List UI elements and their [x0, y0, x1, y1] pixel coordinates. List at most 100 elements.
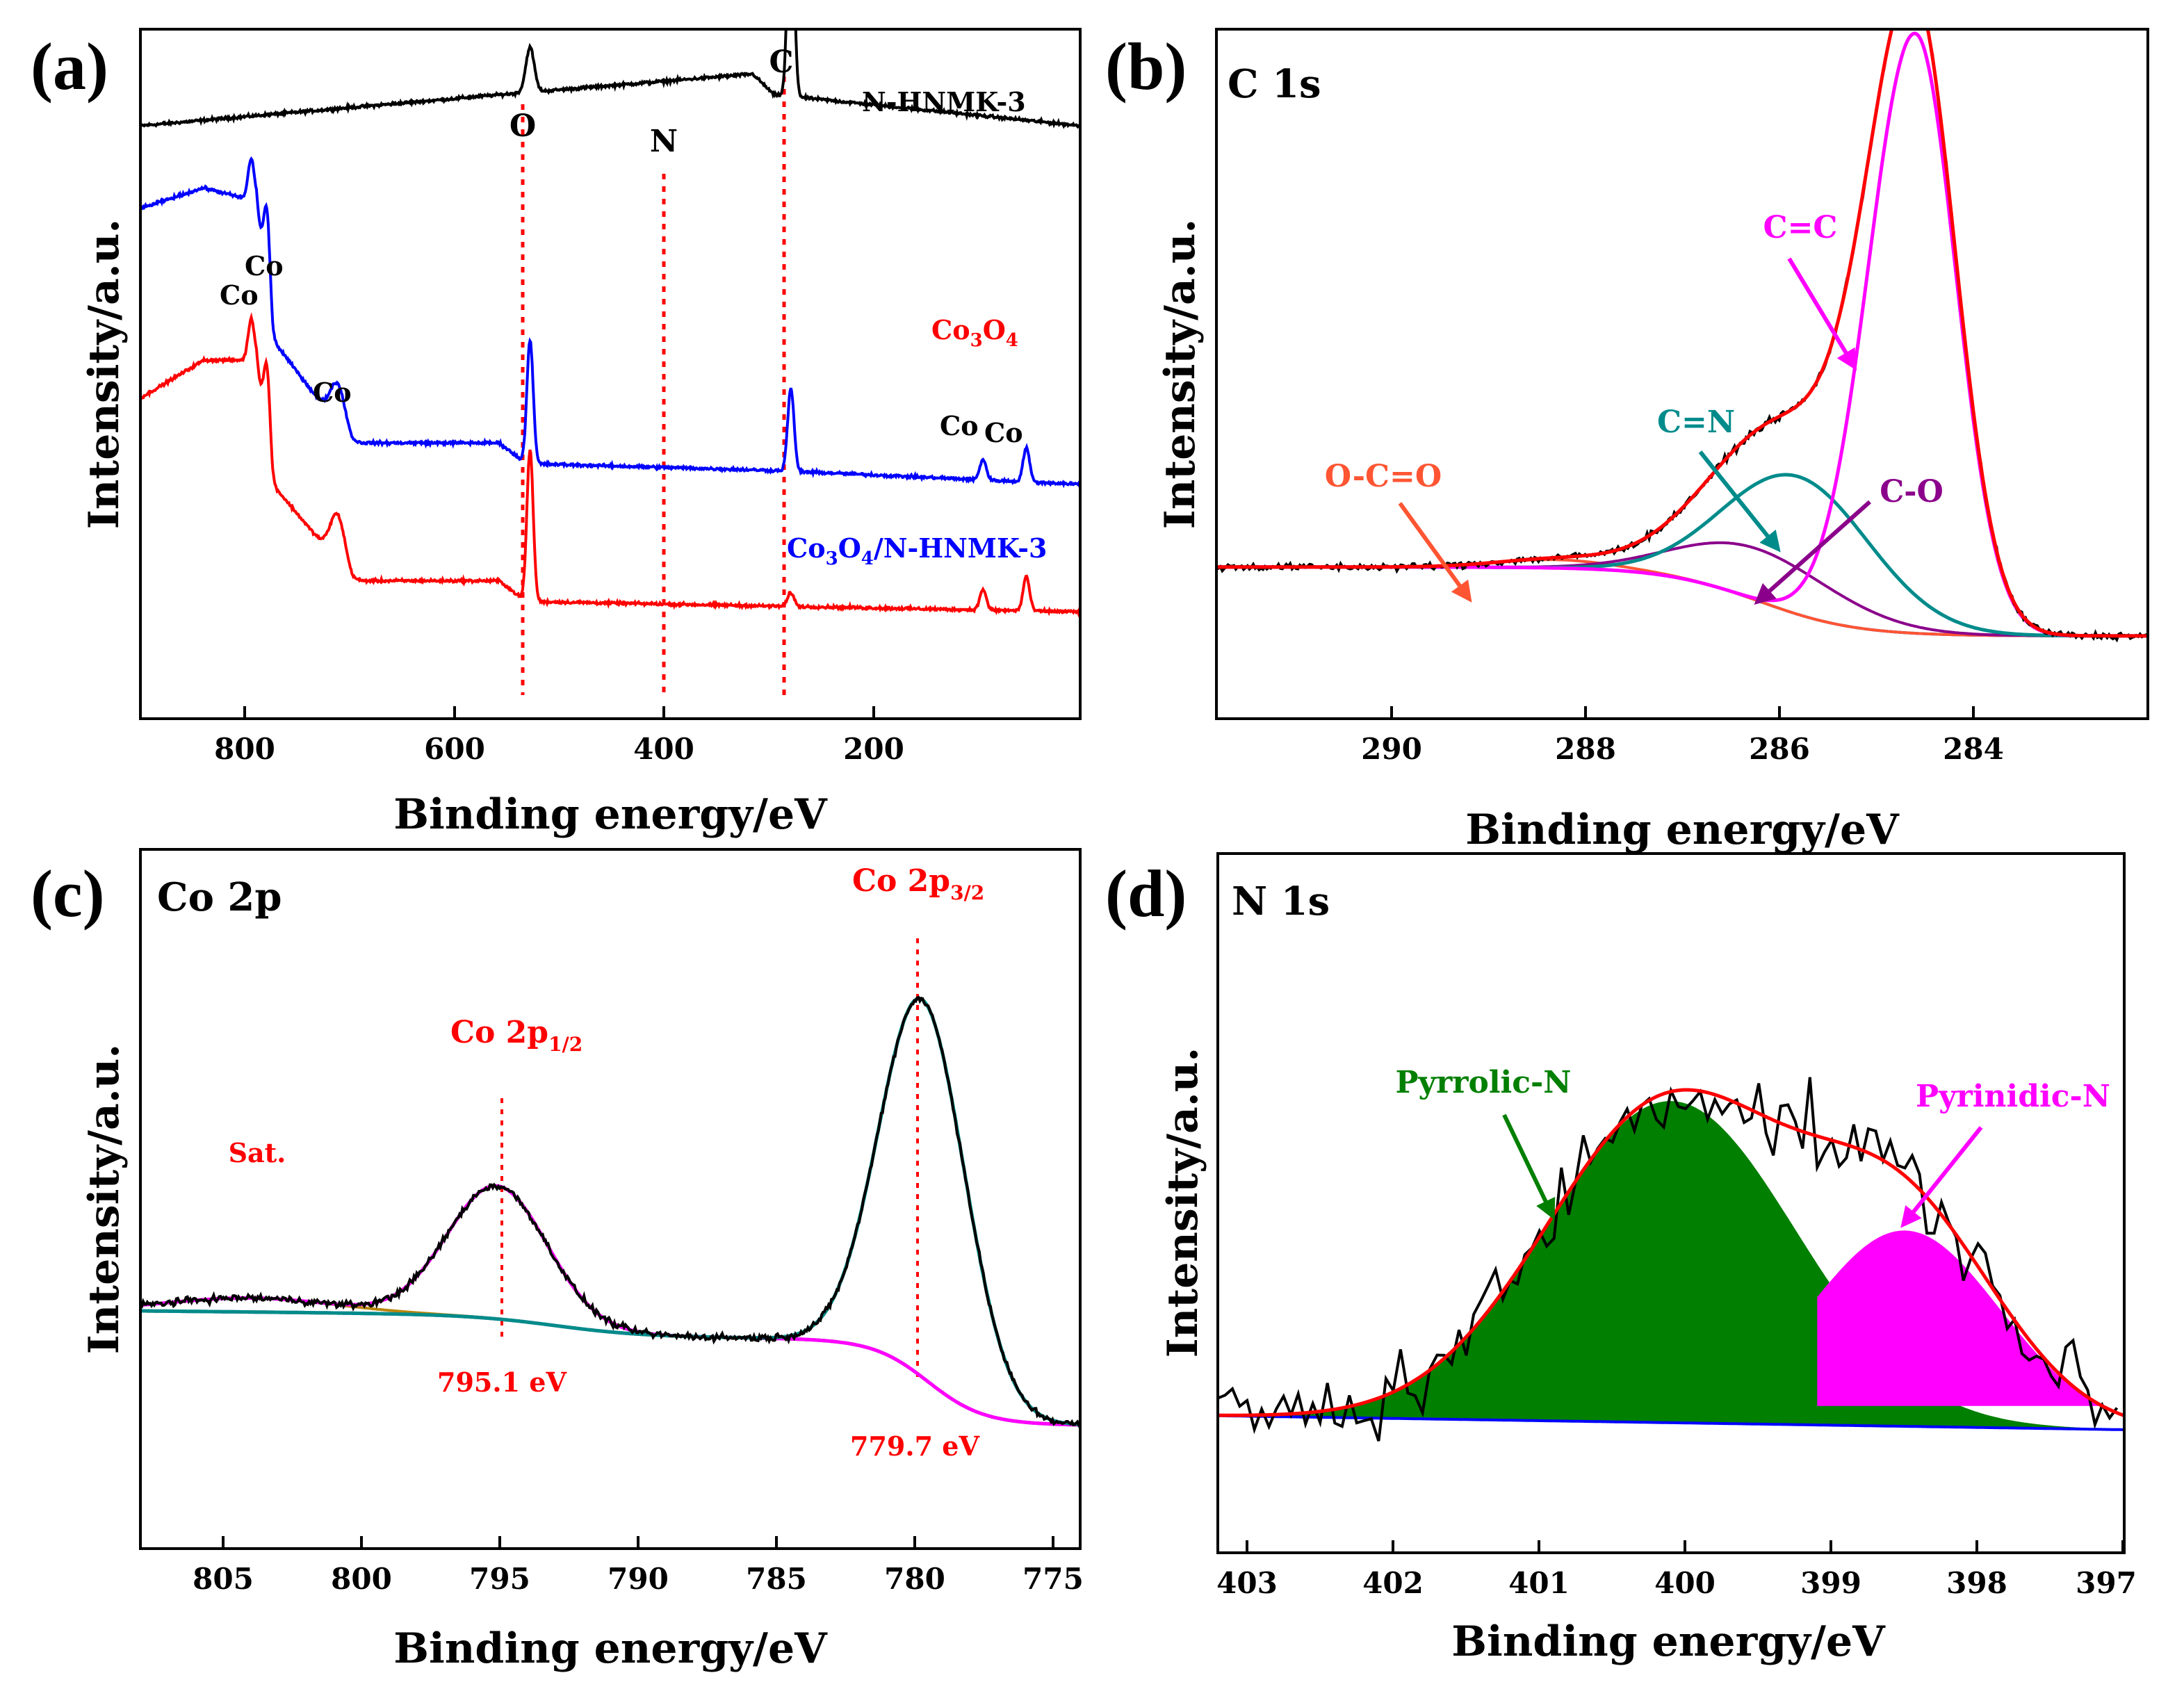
d-area-pyrinidic-n — [1817, 1230, 2110, 1406]
a-comp-rest: /N-HNMK-3 — [874, 532, 1048, 564]
c-tick-label: 775 — [1022, 1562, 1084, 1596]
d-title: N 1s — [1232, 879, 1330, 924]
c-title: Co 2p — [157, 874, 282, 920]
d-tick-label: 403 — [1216, 1566, 1278, 1600]
a-tick-label: 400 — [633, 732, 694, 766]
b-tick-label: 286 — [1749, 732, 1810, 766]
c-p12-sub: 1/2 — [548, 1033, 582, 1056]
d-arrow-pyrrolic-n — [1502, 1113, 1556, 1221]
d-tick-label: 397 — [2076, 1566, 2137, 1600]
b-label-o-c-o: O-C=O — [1325, 459, 1442, 494]
panel-d: (d) 403 402 401 400 399 398 397 Binding … — [1105, 852, 2137, 1666]
c-x-axis-label: Binding energy/eV — [393, 1624, 828, 1673]
a-label-o: O — [510, 108, 536, 144]
d-x-axis-label: Binding energy/eV — [1451, 1617, 1886, 1666]
a-series-co3o4-n-hnmk-3 — [140, 156, 1080, 489]
a-plot-frame — [139, 28, 1082, 720]
d-tick-label: 400 — [1654, 1566, 1716, 1600]
a-series-n-hnmk-3 — [140, 29, 1080, 129]
a-legend-co3o4-n-hnmk-3: Co3O4/N-HNMK-3 — [787, 532, 1047, 569]
panel-a-label: (a) — [31, 29, 108, 104]
c-label-sat: Sat. — [229, 1137, 286, 1168]
c-series-sat — [140, 1296, 1080, 1427]
c-p32-sub: 3/2 — [950, 881, 984, 904]
d-label-pyrinidic-n: Pyrinidic-N — [1916, 1079, 2110, 1114]
panel-b-label: (b) — [1105, 29, 1187, 104]
panel-b: (b) 290 288 286 284 Binding energy/eV In… — [1105, 28, 2149, 854]
b-label-c-o: C-O — [1880, 474, 1943, 509]
d-x-ticks: 403 402 401 400 399 398 397 — [1216, 1540, 2137, 1600]
panel-d-label: (d) — [1105, 856, 1187, 931]
a-comp-sub1: 3 — [826, 548, 838, 569]
a-x-ticks: 800 600 400 200 — [214, 706, 904, 766]
d-plot-frame — [1216, 852, 2126, 1554]
a-tick-label: 600 — [424, 732, 485, 766]
a-co3o4-o: O — [983, 314, 1006, 345]
a-co3o4-sub1: 3 — [970, 330, 983, 351]
b-series-o-c-o — [1216, 558, 2148, 637]
c-series-background — [140, 1309, 1080, 1427]
a-x-axis-label: Binding energy/eV — [393, 790, 828, 839]
c-tick-label: 795 — [469, 1562, 530, 1596]
c-p32-main: Co 2p — [852, 863, 950, 899]
a-label-n: N — [650, 124, 678, 159]
a-label-co-1: Co — [220, 279, 259, 311]
a-label-co-4: Co — [940, 410, 979, 441]
d-y-axis-label: Intensity/a.u. — [1159, 1047, 1207, 1358]
a-label-co-3: Co — [313, 377, 352, 408]
c-label-co-2p3-2: Co 2p3/2 — [852, 863, 984, 904]
d-tick-label: 399 — [1800, 1566, 1861, 1600]
a-label-c: C — [769, 44, 793, 80]
b-arrow-o-c-o — [1398, 502, 1472, 603]
d-tick-label: 398 — [1946, 1566, 2007, 1600]
c-x-ticks: 805 800 795 790 785 780 775 — [193, 1536, 1084, 1596]
b-arrow-c-c — [1787, 257, 1857, 371]
a-comp-sub2: 4 — [861, 548, 874, 569]
c-tick-label: 785 — [746, 1562, 807, 1596]
c-tick-label: 780 — [884, 1562, 945, 1596]
a-tick-label: 200 — [843, 732, 904, 766]
b-series-envelope-fit — [1216, 29, 2148, 638]
d-tick-label: 401 — [1508, 1566, 1570, 1600]
c-tick-label: 800 — [331, 1562, 392, 1596]
panel-c: (c) 805 800 795 790 785 780 — [31, 848, 1084, 1673]
d-arrow-pyrinidic-n — [1900, 1126, 1983, 1228]
b-x-ticks: 290 288 286 284 — [1361, 706, 2004, 766]
a-tick-label: 800 — [214, 732, 275, 766]
c-plot-frame — [139, 848, 1082, 1550]
b-series-c-n — [1216, 473, 2148, 638]
c-p12-main: Co 2p — [450, 1015, 548, 1050]
a-label-co-5: Co — [984, 417, 1023, 448]
b-x-axis-label: Binding energy/eV — [1465, 806, 1900, 854]
a-reference-lines — [521, 76, 786, 695]
b-tick-label: 284 — [1943, 732, 2004, 766]
b-tick-label: 290 — [1361, 732, 1422, 766]
c-y-axis-label: Intensity/a.u. — [80, 1044, 129, 1355]
d-series-envelope-fit — [1218, 1088, 2124, 1418]
a-comp-o: O — [838, 532, 861, 564]
d-label-pyrrolic-n: Pyrrolic-N — [1395, 1065, 1571, 1100]
c-label-co-2p1-2: Co 2p1/2 — [450, 1015, 582, 1056]
c-reference-lines — [500, 938, 919, 1383]
b-label-c-c: C=C — [1763, 210, 1838, 245]
b-arrow-c-n — [1698, 450, 1781, 553]
panel-c-label: (c) — [31, 856, 105, 931]
a-y-axis-label: Intensity/a.u. — [80, 219, 129, 530]
c-tick-label: 790 — [608, 1562, 669, 1596]
b-tick-label: 288 — [1555, 732, 1616, 766]
d-tick-label: 402 — [1362, 1566, 1424, 1600]
a-co3o4-co: Co — [931, 314, 970, 345]
c-series-co-2p3-2 — [140, 997, 1080, 1426]
a-comp-co: Co — [787, 532, 826, 564]
a-legend-co3o4: Co3O4 — [931, 314, 1018, 351]
a-series-co3o4 — [140, 312, 1080, 618]
a-legend-n-hnmk-3: N-HNMK-3 — [862, 86, 1026, 117]
b-series-c-c — [1216, 31, 2148, 638]
panel-a: (a) 800 600 400 200 Binding energy/eV In… — [31, 28, 1082, 839]
c-tick-label: 805 — [193, 1562, 254, 1596]
a-co3o4-sub2: 4 — [1006, 330, 1018, 351]
d-series-experimental — [1218, 1077, 2119, 1442]
b-arrow-c-o — [1754, 500, 1871, 605]
c-label-795-ev: 795.1 eV — [437, 1367, 567, 1398]
